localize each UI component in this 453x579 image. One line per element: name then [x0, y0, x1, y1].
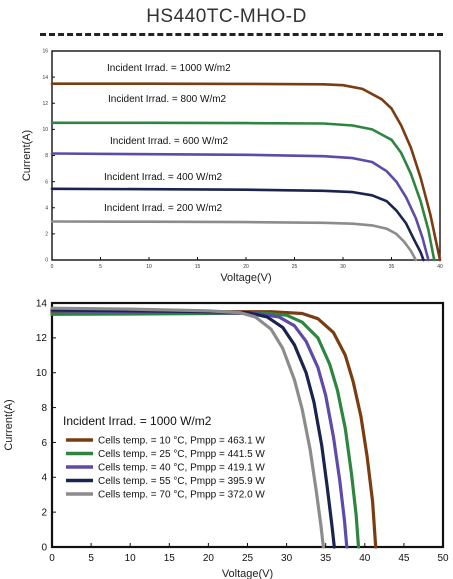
y-tick-label: 2 [41, 507, 47, 518]
y-tick-label: 10 [42, 127, 48, 133]
x-tick-label: 45 [398, 553, 410, 564]
y-tick-label: 14 [36, 298, 48, 309]
series-line-5 [50, 306, 325, 549]
x-tick-label: 15 [195, 264, 201, 270]
x-tick-label: 5 [99, 264, 102, 270]
y-tick-label: 8 [45, 153, 48, 159]
x-tick-label: 30 [281, 553, 293, 564]
x-tick-label: 40 [359, 553, 371, 564]
legend-label-3: Cells temp. = 40 °C, Pmpp = 419.1 W [98, 463, 265, 474]
y-tick-label: 16 [42, 49, 48, 55]
y-tick-label: 4 [41, 473, 47, 484]
x-tick-label: 40 [437, 264, 443, 270]
legend-label-1: Cells temp. = 10 °C, Pmpp = 463.1 W [98, 436, 265, 447]
x-tick-label: 15 [164, 553, 176, 564]
x-tick-label: 50 [437, 553, 449, 564]
series-line-5 [50, 220, 418, 262]
legend-title: Incident Irrad. = 1000 W/m2 [63, 414, 212, 428]
series-line-3 [50, 309, 349, 549]
y-tick-label: 12 [42, 101, 48, 107]
x-tick-label: 20 [203, 553, 215, 564]
y-axis-label: Current(A) [21, 130, 33, 181]
series-line-1 [50, 82, 442, 262]
series-line-1 [50, 310, 378, 549]
series-line-2 [50, 311, 361, 549]
legend-label-4: Cells temp. = 55 °C, Pmpp = 395.9 W [98, 476, 265, 487]
y-tick-label: 8 [41, 403, 47, 414]
series-line-3 [50, 152, 430, 262]
series-line-4 [50, 187, 425, 262]
x-tick-label: 35 [389, 264, 395, 270]
y-tick-label: 6 [45, 179, 48, 185]
x-tick-label: 5 [88, 553, 94, 564]
legend-label-2: Cells temp. = 25 °C, Pmpp = 441.5 W [98, 449, 265, 460]
series-line-2 [50, 121, 436, 262]
x-tick-label: 25 [242, 553, 254, 564]
y-tick-label: 4 [45, 205, 48, 211]
curve-label-1: Incident Irrad. = 1000 W/m2 [107, 63, 231, 74]
y-tick-label: 0 [41, 542, 47, 553]
y-tick-label: 6 [41, 438, 47, 449]
x-tick-label: 10 [146, 264, 152, 270]
curve-label-2: Incident Irrad. = 800 W/m2 [108, 94, 227, 105]
y-tick-label: 12 [36, 333, 48, 344]
y-tick-label: 10 [36, 368, 48, 379]
x-tick-label: 0 [51, 264, 54, 270]
y-tick-label: 0 [45, 258, 48, 264]
y-axis-label: Current(A) [3, 399, 15, 450]
x-tick-label: 25 [292, 264, 298, 270]
x-tick-label: 35 [320, 553, 332, 564]
x-axis-label: Voltage(V) [222, 568, 273, 579]
x-tick-label: 20 [243, 264, 249, 270]
legend-label-5: Cells temp. = 70 °C, Pmpp = 372.0 W [98, 490, 265, 501]
y-tick-label: 2 [45, 232, 48, 238]
x-tick-label: 10 [125, 553, 137, 564]
curve-label-3: Incident Irrad. = 600 W/m2 [110, 136, 229, 147]
curve-label-4: Incident Irrad. = 400 W/m2 [104, 172, 223, 183]
curve-label-5: Incident Irrad. = 200 W/m2 [104, 203, 223, 214]
x-tick-label: 0 [49, 553, 55, 564]
page-title: HS440TC-MHO-D [146, 6, 307, 27]
x-axis-label: Voltage(V) [220, 272, 271, 284]
x-tick-label: 30 [340, 264, 346, 270]
series-line-4 [50, 308, 336, 549]
title-divider [40, 33, 443, 36]
y-tick-label: 14 [42, 75, 48, 81]
